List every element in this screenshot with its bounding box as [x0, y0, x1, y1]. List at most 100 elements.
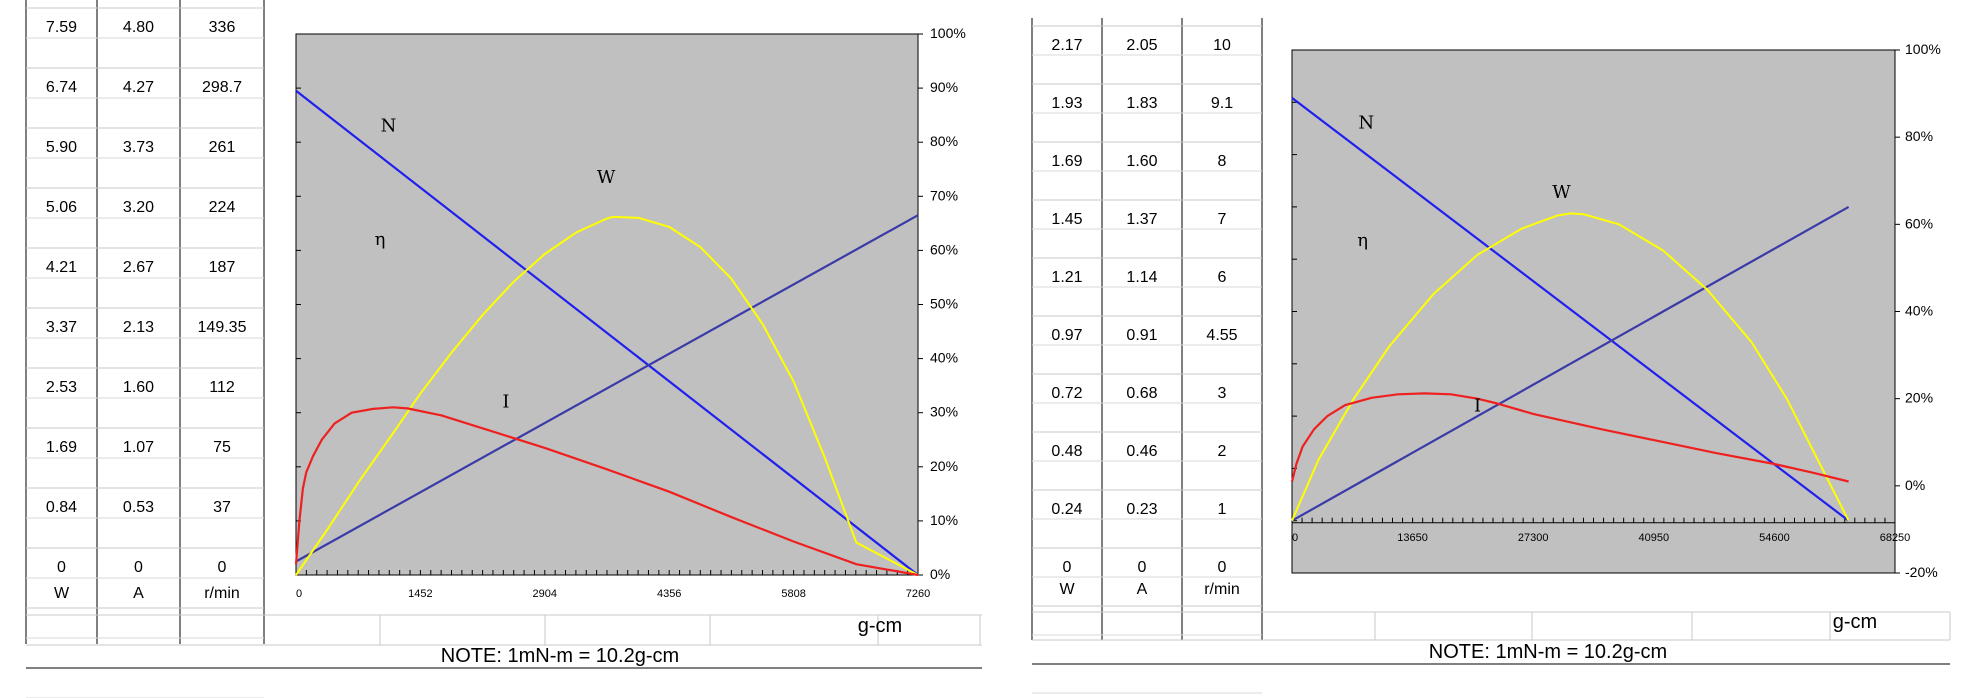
table-unit: W — [54, 585, 70, 602]
table-cell: 1.69 — [1051, 153, 1082, 170]
x-tick-label: 68250 — [1880, 532, 1911, 544]
x-unit-label: g-cm — [858, 615, 902, 637]
x-tick-label: 13650 — [1397, 532, 1428, 544]
y-tick-label: 20% — [930, 458, 958, 474]
table-cell: 10 — [1213, 37, 1231, 54]
x-tick-label: 0 — [296, 588, 302, 600]
table-unit: W — [1059, 581, 1075, 598]
x-tick-label: 1452 — [408, 588, 432, 600]
table-cell: 0.46 — [1126, 443, 1157, 460]
table-cell: 1.60 — [1126, 153, 1157, 170]
y-tick-label: 0% — [930, 566, 950, 582]
table-cell: 2 — [1218, 443, 1227, 460]
y-tick-label: 50% — [930, 296, 958, 312]
note-text: NOTE: 1mN-m = 10.2g-cm — [441, 645, 679, 667]
y-tick-label: 70% — [930, 187, 958, 203]
table-cell: 1.21 — [1051, 269, 1082, 286]
table-cell: 1.07 — [123, 439, 154, 456]
y-tick-label: 80% — [1905, 128, 1933, 144]
table-cell: 5.90 — [46, 139, 77, 156]
series-label: η — [375, 229, 386, 250]
y-tick-label: 60% — [1905, 215, 1933, 231]
table-cell: 1.37 — [1126, 211, 1157, 228]
table-cell: 0 — [57, 559, 66, 576]
y-tick-label: 20% — [1905, 390, 1933, 406]
table-cell: 6 — [1218, 269, 1227, 286]
x-tick-label: 40950 — [1639, 532, 1670, 544]
table-cell: 298.7 — [202, 79, 242, 96]
table-cell: 75 — [213, 439, 231, 456]
y-tick-label: -20% — [1905, 564, 1938, 580]
x-tick-label: 0 — [1292, 532, 1298, 544]
table-cell: 7.59 — [46, 19, 77, 36]
table-cell: 0 — [218, 559, 227, 576]
series-label: W — [597, 167, 616, 188]
table-cell: 0.91 — [1126, 327, 1157, 344]
table-cell: 3.73 — [123, 139, 154, 156]
table-cell: 336 — [209, 19, 236, 36]
table-cell: 0.97 — [1051, 327, 1082, 344]
series-line-N — [1291, 97, 1850, 522]
plot-area — [1291, 49, 1896, 574]
table-cell: 1.69 — [46, 439, 77, 456]
series-label: N — [381, 115, 397, 136]
x-tick-label: 27300 — [1518, 532, 1549, 544]
series-line-η — [294, 406, 919, 577]
series-label: N — [1358, 112, 1374, 133]
y-tick-label: 0% — [1905, 477, 1925, 493]
table-cell: 0.68 — [1126, 385, 1157, 402]
table-cell: 4.55 — [1206, 327, 1237, 344]
table-cell: 4.80 — [123, 19, 154, 36]
y-tick-label: 40% — [930, 350, 958, 366]
table-cell: 3.37 — [46, 319, 77, 336]
table-cell: 1.93 — [1051, 95, 1082, 112]
y-tick-label: 100% — [1905, 41, 1941, 57]
x-tick-label: 2904 — [533, 588, 557, 600]
chart-panel-left: 7.59 4.80 336 6.74 4.27 298.7 5.90 3.73 261 5.06 3… — [25, 0, 982, 698]
table-cell: 0.72 — [1051, 385, 1082, 402]
series-label: I — [502, 391, 509, 412]
table-unit: r/min — [204, 585, 240, 602]
table-cell: 0 — [1063, 559, 1072, 576]
table-cell: 261 — [209, 139, 236, 156]
series-line-N — [295, 89, 919, 576]
series-label: η — [1357, 230, 1368, 251]
table-unit: r/min — [1204, 581, 1240, 598]
table-cell: 0.48 — [1051, 443, 1082, 460]
x-tick-label: 7260 — [906, 588, 930, 600]
table-cell: 8 — [1218, 153, 1227, 170]
table-cell: 4.27 — [123, 79, 154, 96]
series-label: I — [1474, 396, 1481, 417]
y-tick-label: 80% — [930, 133, 958, 149]
table-unit: A — [133, 585, 144, 602]
table-cell: 6.74 — [46, 79, 77, 96]
table-cell: 0.84 — [46, 499, 77, 516]
table-cell: 0.24 — [1051, 501, 1082, 518]
plot-area — [295, 33, 919, 576]
table-cell: 2.17 — [1051, 37, 1082, 54]
series-line-W — [295, 215, 919, 576]
series-label: W — [1552, 182, 1571, 203]
x-tick-label: 54600 — [1759, 532, 1790, 544]
table-cell: 37 — [213, 499, 231, 516]
series-line-η — [1290, 392, 1849, 483]
y-tick-label: 90% — [930, 79, 958, 95]
table-cell: 3 — [1218, 385, 1227, 402]
table-cell: 9.1 — [1211, 95, 1233, 112]
table-cell: 149.35 — [198, 319, 247, 336]
table-cell: 224 — [209, 199, 236, 216]
table-cell: 4.21 — [46, 259, 77, 276]
y-tick-label: 10% — [930, 512, 958, 528]
table-cell: 5.06 — [46, 199, 77, 216]
table-unit: A — [1137, 581, 1148, 598]
table-cell: 112 — [209, 379, 235, 396]
x-unit-label: g-cm — [1833, 611, 1877, 633]
table-cell: 1.45 — [1051, 211, 1082, 228]
table-cell: 3.20 — [123, 199, 154, 216]
chart-panel-right: 2.17 2.05 101.93 1.83 9.11.69 1.60 81.45 1.37 71… — [1031, 18, 1951, 694]
series-line-I — [295, 214, 919, 563]
series-line-I — [1291, 205, 1850, 522]
table-cell: 2.13 — [123, 319, 154, 336]
note-text: NOTE: 1mN-m = 10.2g-cm — [1429, 641, 1667, 663]
